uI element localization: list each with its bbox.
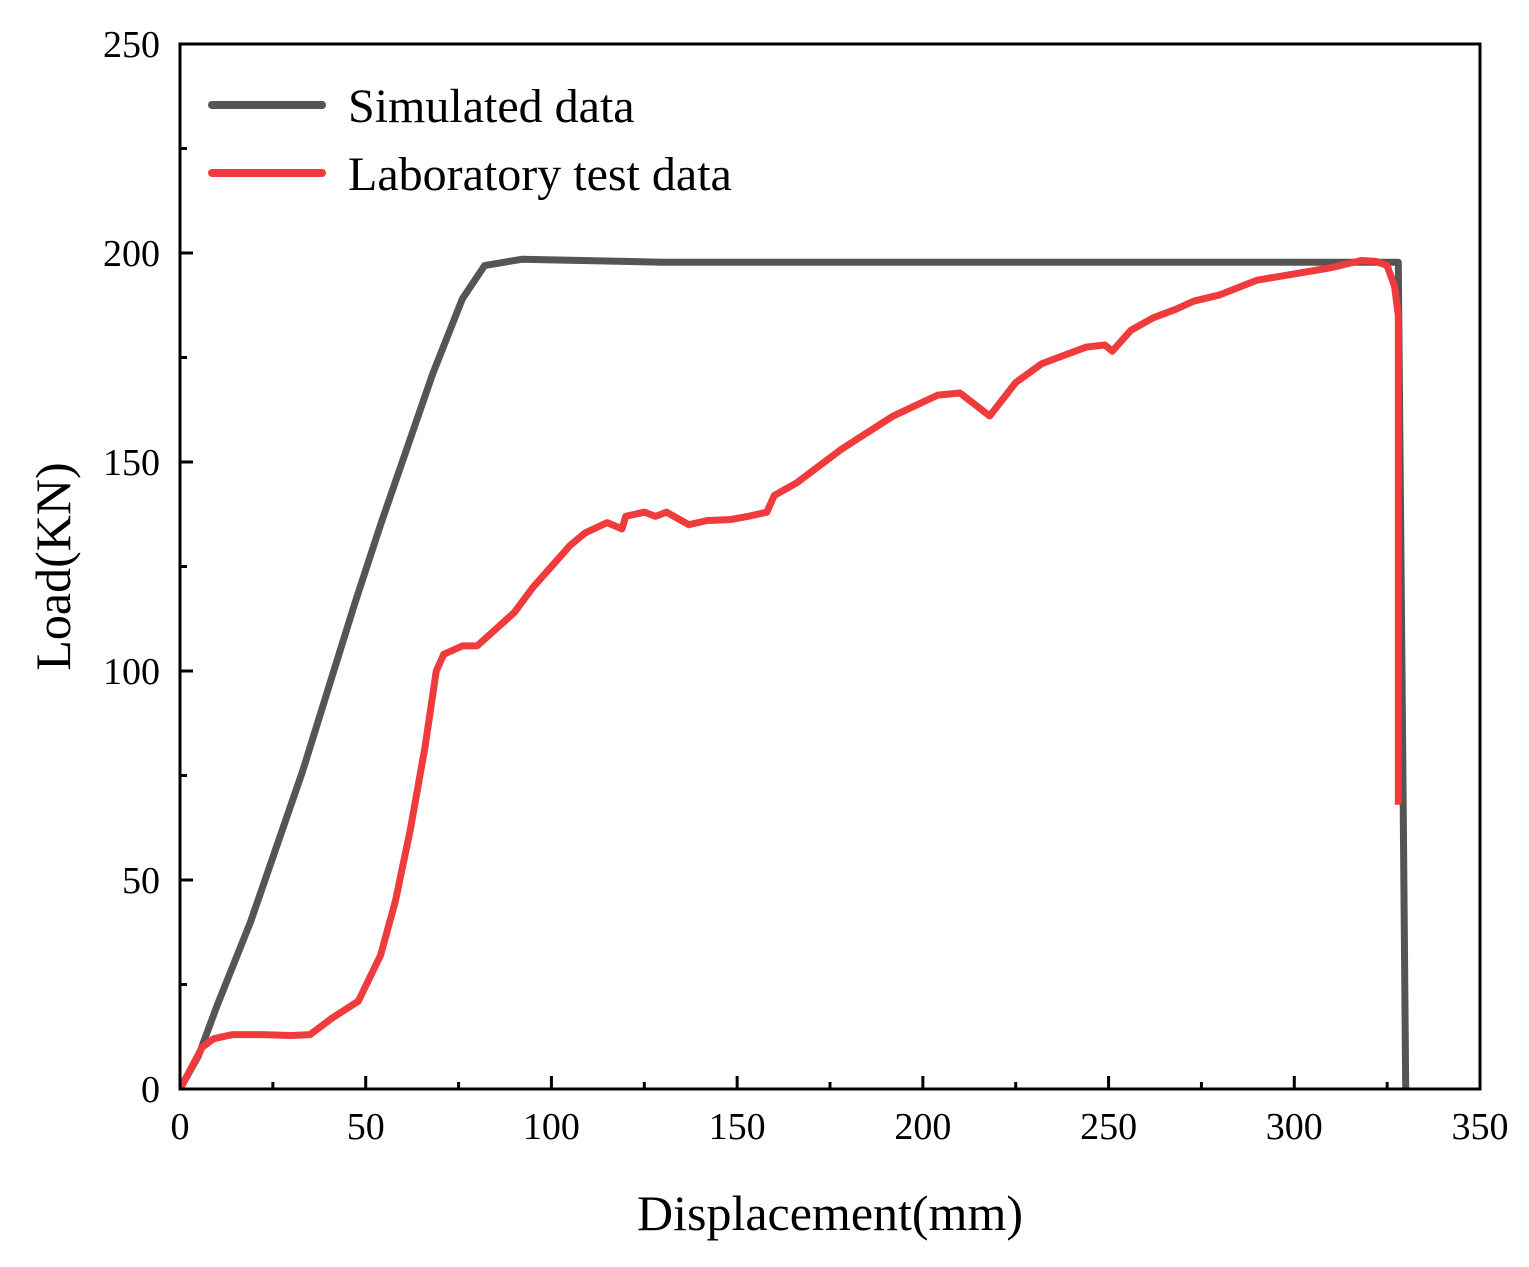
y-axis-title: Load(KN) [25,462,81,670]
x-tick-label: 300 [1266,1106,1323,1148]
x-tick-label: 50 [347,1106,385,1148]
x-tick-label: 200 [894,1106,951,1148]
y-tick-label: 150 [103,442,160,484]
x-tick-label: 350 [1452,1106,1509,1148]
x-axis-title: Displacement(mm) [637,1185,1023,1241]
series-line-laboratory [180,257,1402,1089]
x-tick-label: 0 [171,1106,190,1148]
series-line-simulated [180,255,1410,1089]
y-tick-label: 200 [103,233,160,275]
x-tick-label: 150 [709,1106,766,1148]
y-tick-label: 250 [103,24,160,66]
legend-label-simulated: Simulated data [348,80,635,133]
y-tick-label: 100 [103,651,160,693]
y-tick-label: 0 [141,1069,160,1111]
x-tick-label: 250 [1080,1106,1137,1148]
legend-label-laboratory: Laboratory test data [348,148,732,201]
x-tick-label: 100 [523,1106,580,1148]
y-tick-label: 50 [122,860,160,902]
